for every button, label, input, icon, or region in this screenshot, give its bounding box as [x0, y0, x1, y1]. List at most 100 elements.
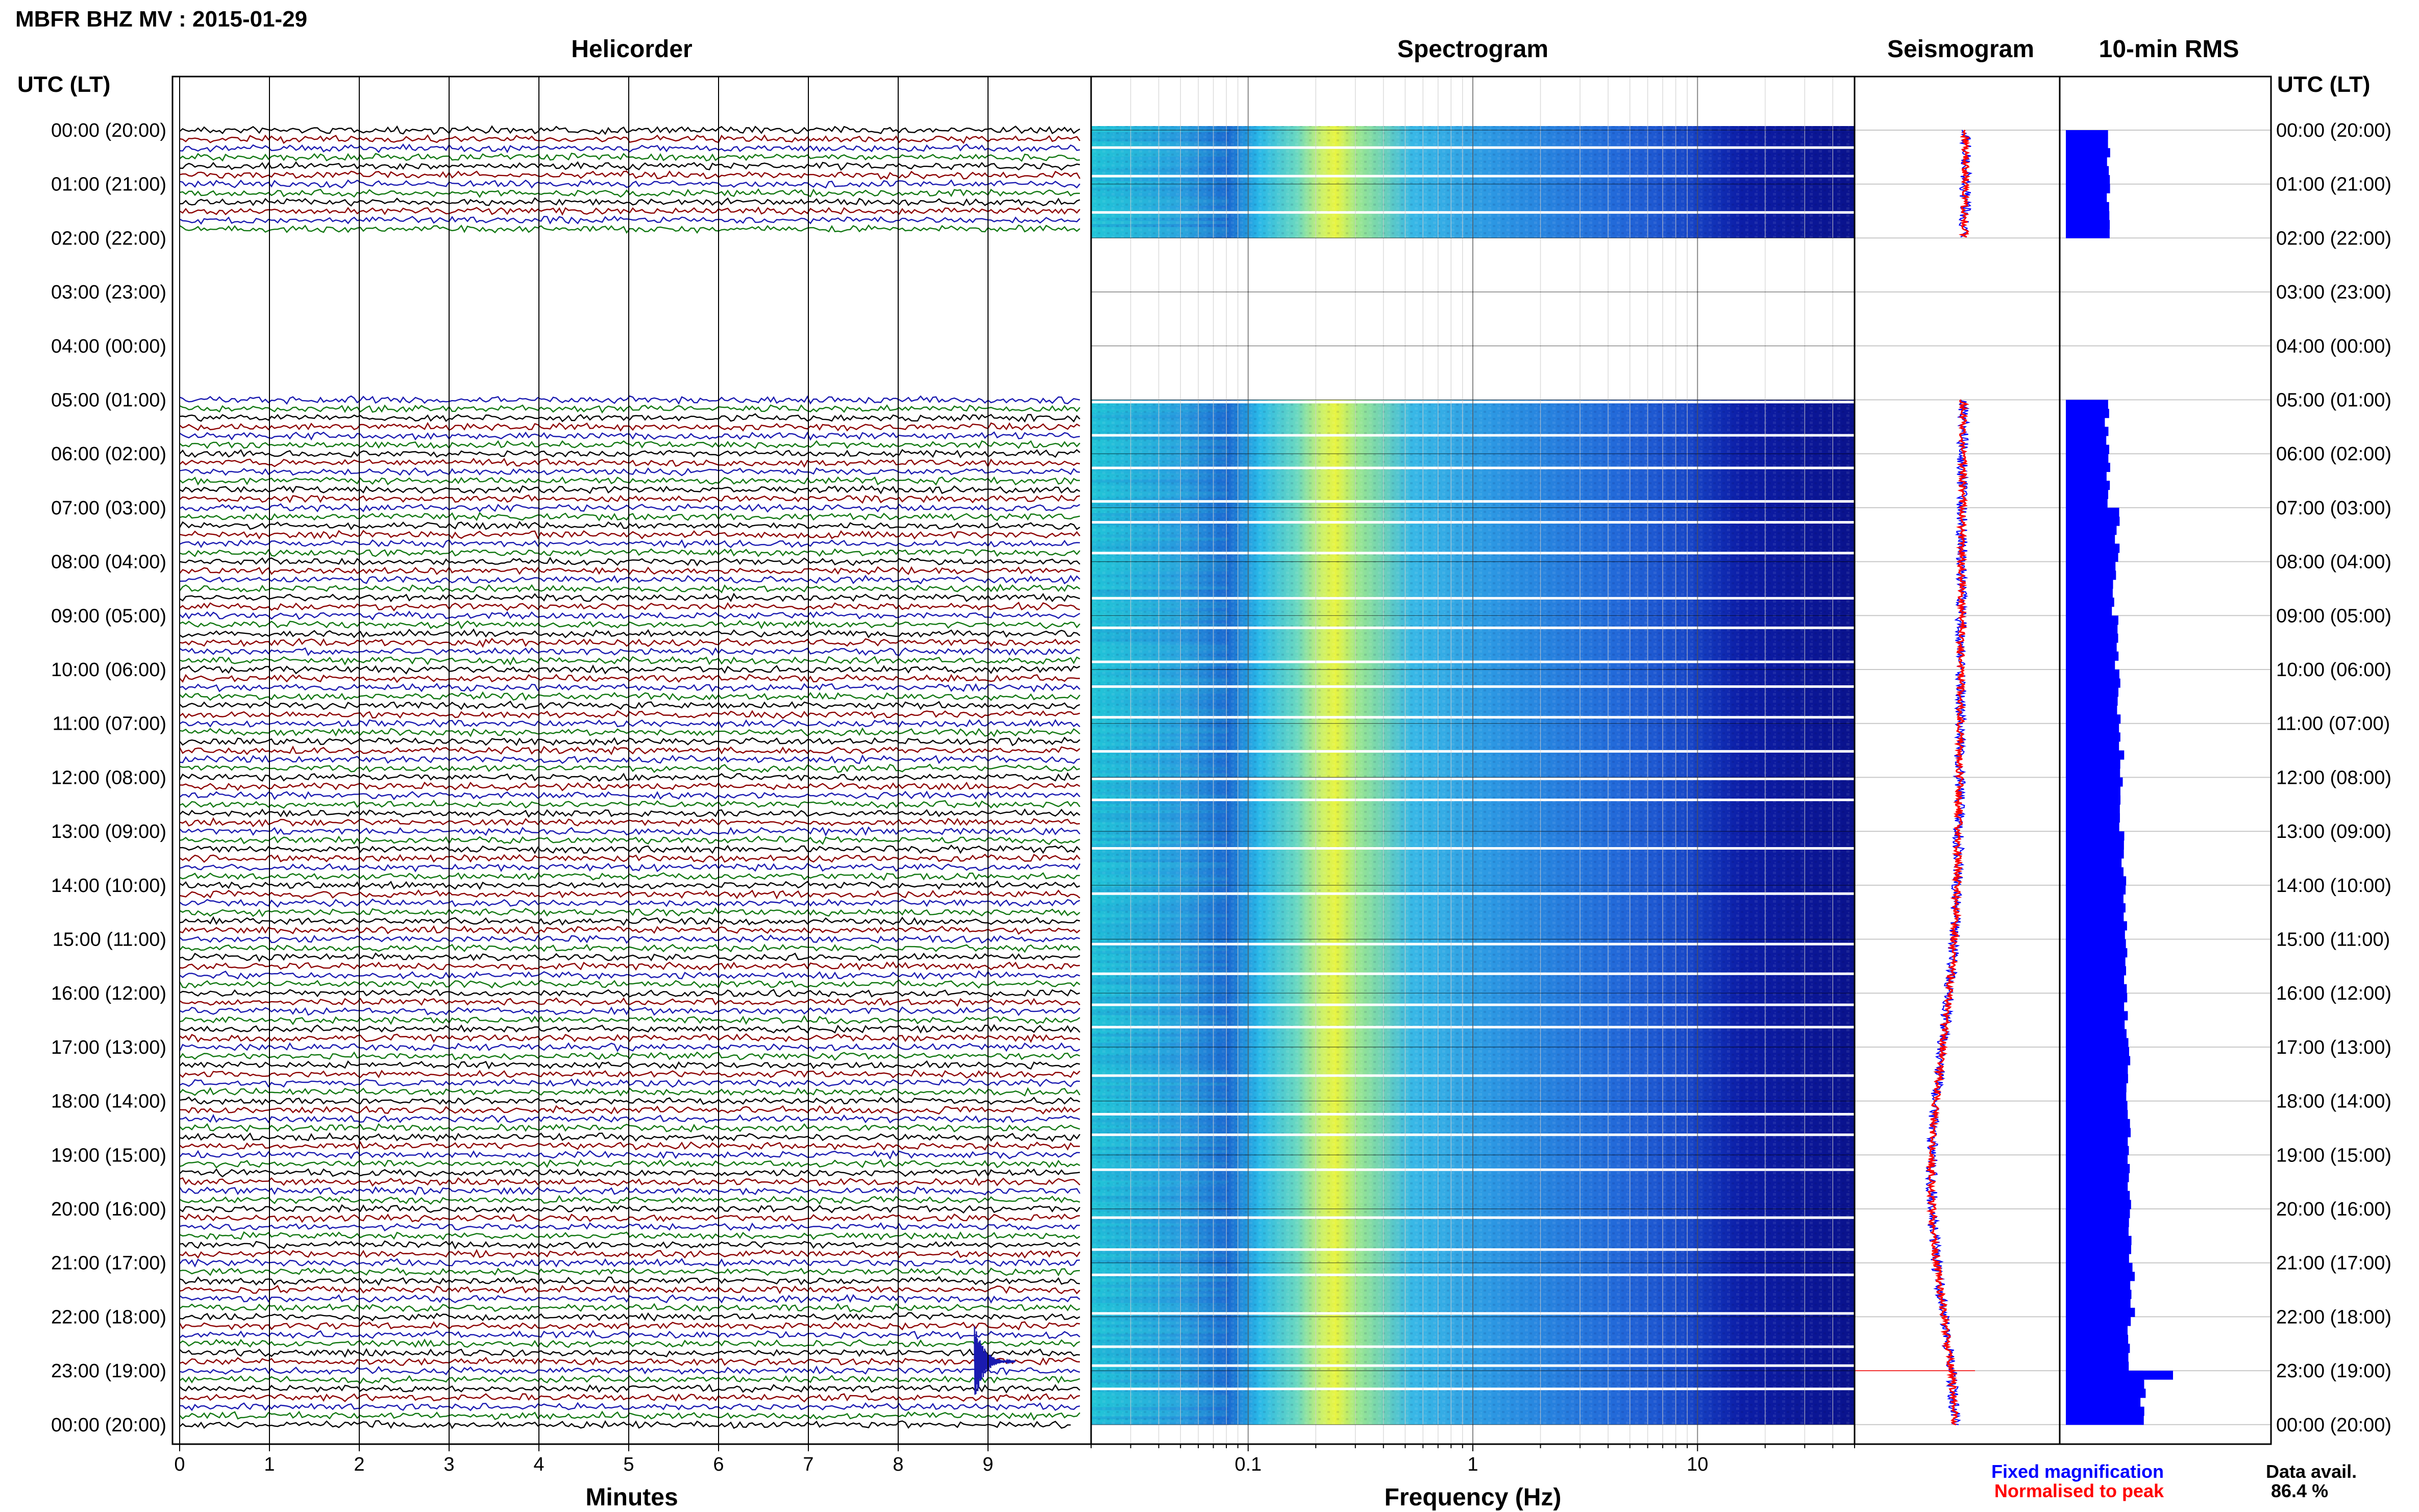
rms-bar: [2066, 1389, 2146, 1398]
helicorder-trace: [179, 1168, 1080, 1178]
spectrogram-band: [1091, 917, 1229, 921]
spectrogram-band: [1091, 1064, 1229, 1068]
spectrogram-band: [1091, 160, 1228, 163]
spectrogram-band: [1091, 489, 1228, 492]
spectrogram-band: [1091, 574, 1229, 578]
rms-bar: [2066, 867, 2124, 877]
spectrogram-band: [1091, 987, 1229, 991]
helicorder-trace: [179, 1222, 1080, 1232]
spectrogram-band: [1091, 172, 1228, 175]
rms-bar: [2066, 1182, 2128, 1192]
rms-bar: [2066, 1245, 2131, 1254]
helicorder-trace: [179, 1006, 1080, 1017]
rms-bar: [2066, 759, 2120, 769]
hour-label-left: 01:00 (21:00): [51, 174, 166, 195]
spectrogram-band: [1091, 556, 1228, 559]
hour-label-left: 00:00 (20:00): [51, 1415, 166, 1436]
helicorder-trace: [179, 1294, 1080, 1304]
helicorder-trace: [179, 880, 1080, 890]
spectrogram-band: [1091, 221, 1229, 224]
spectrogram-band: [1091, 981, 1229, 985]
helicorder-trace: [179, 153, 1080, 162]
spectrogram-band: [1091, 984, 1229, 988]
spectrogram-band: [1091, 617, 1229, 621]
spectrogram-band: [1091, 1361, 1229, 1365]
rms-bar: [2066, 1074, 2128, 1083]
spectrogram-band: [1091, 494, 1229, 498]
helicorder-trace: [179, 1078, 1080, 1088]
spectrogram-band: [1091, 856, 1229, 859]
spectrogram-band: [1091, 871, 1229, 875]
rms-bar: [2066, 624, 2118, 634]
rms-bar: [2066, 1416, 2144, 1425]
spectrogram-band: [1091, 565, 1229, 568]
helicorder-trace: [179, 1096, 1080, 1106]
spectrogram-band: [1091, 1226, 1229, 1230]
helicorder-trace: [179, 583, 1080, 593]
rms-bar: [2066, 1352, 2129, 1362]
spectrogram-band: [1091, 629, 1229, 633]
rms-bar: [2066, 1137, 2128, 1147]
spectrogram-band: [1091, 804, 1228, 807]
spectrogram-band: [1091, 1254, 1229, 1257]
helicorder-trace: [179, 1087, 1081, 1097]
rms-bar-spike: [2066, 1371, 2173, 1380]
rms-bar: [2066, 921, 2127, 931]
hour-label-right: 00:00 (20:00): [2276, 120, 2391, 141]
helicorder-trace: [179, 592, 1080, 603]
spectrogram-band: [1091, 1407, 1229, 1410]
rms-bar: [2066, 957, 2126, 966]
spectrogram-band: [1091, 978, 1229, 982]
hour-label-left: 20:00 (16:00): [51, 1199, 166, 1220]
spectrogram-band: [1091, 730, 1229, 734]
spectrogram-band: [1091, 844, 1229, 847]
spectrogram-band: [1091, 209, 1229, 212]
spectrogram-band: [1091, 969, 1229, 973]
rms-bar: [2066, 939, 2126, 949]
seismogram-normalised-trace: [1926, 399, 1969, 1426]
rms-bar: [2066, 615, 2118, 625]
helicorder-trace: [179, 1177, 1080, 1187]
spectrogram-band: [1091, 409, 1229, 412]
spectrogram-band: [1091, 865, 1229, 869]
spectrogram-band: [1091, 773, 1229, 777]
spectrogram-band: [1091, 516, 1229, 519]
helicorder-trace: [179, 674, 1080, 683]
hour-label-right: 18:00 (14:00): [2276, 1091, 2391, 1112]
spectrogram-band: [1091, 795, 1229, 798]
spectrogram-band: [1091, 886, 1229, 890]
helicorder-trace: [179, 610, 1080, 621]
rms-bar: [2066, 1011, 2128, 1021]
spectrogram-band: [1091, 132, 1229, 135]
rms-bar: [2066, 1020, 2125, 1030]
rms-bar: [2066, 984, 2127, 994]
rms-bar: [2066, 211, 2110, 220]
spectrogram-band: [1091, 406, 1229, 409]
helicorder-trace: [179, 647, 1080, 656]
rms-bar: [2066, 1047, 2129, 1057]
helicorder-trace: [179, 1267, 1080, 1277]
rms-bar: [2066, 858, 2122, 868]
spectrogram-band: [1091, 899, 1229, 902]
rms-bar: [2066, 849, 2124, 859]
spectrogram-band: [1091, 1367, 1229, 1371]
spectrogram-band: [1091, 581, 1228, 584]
helicorder-trace: [179, 575, 1080, 585]
spectrogram-band: [1091, 473, 1229, 477]
helicorder-trace: [179, 224, 1080, 234]
helicorder-trace: [179, 1375, 1080, 1384]
spectrogram-band: [1091, 403, 1229, 406]
spectrogram-band: [1091, 522, 1229, 526]
spectrogram-band: [1091, 1055, 1229, 1058]
helicorder-tick-label: 4: [533, 1454, 544, 1475]
spectrogram-band: [1091, 1177, 1229, 1181]
rms-bar: [2066, 130, 2108, 140]
helicorder-trace: [179, 503, 1080, 513]
spectrogram-band: [1091, 859, 1229, 862]
spectrogram-band: [1091, 758, 1229, 761]
spectrogram-band: [1091, 709, 1229, 712]
spectrogram-band: [1091, 954, 1229, 957]
spectrogram-band: [1091, 1358, 1228, 1361]
spectrogram-band: [1091, 966, 1228, 970]
right-axis-title: UTC (LT): [2277, 72, 2370, 97]
